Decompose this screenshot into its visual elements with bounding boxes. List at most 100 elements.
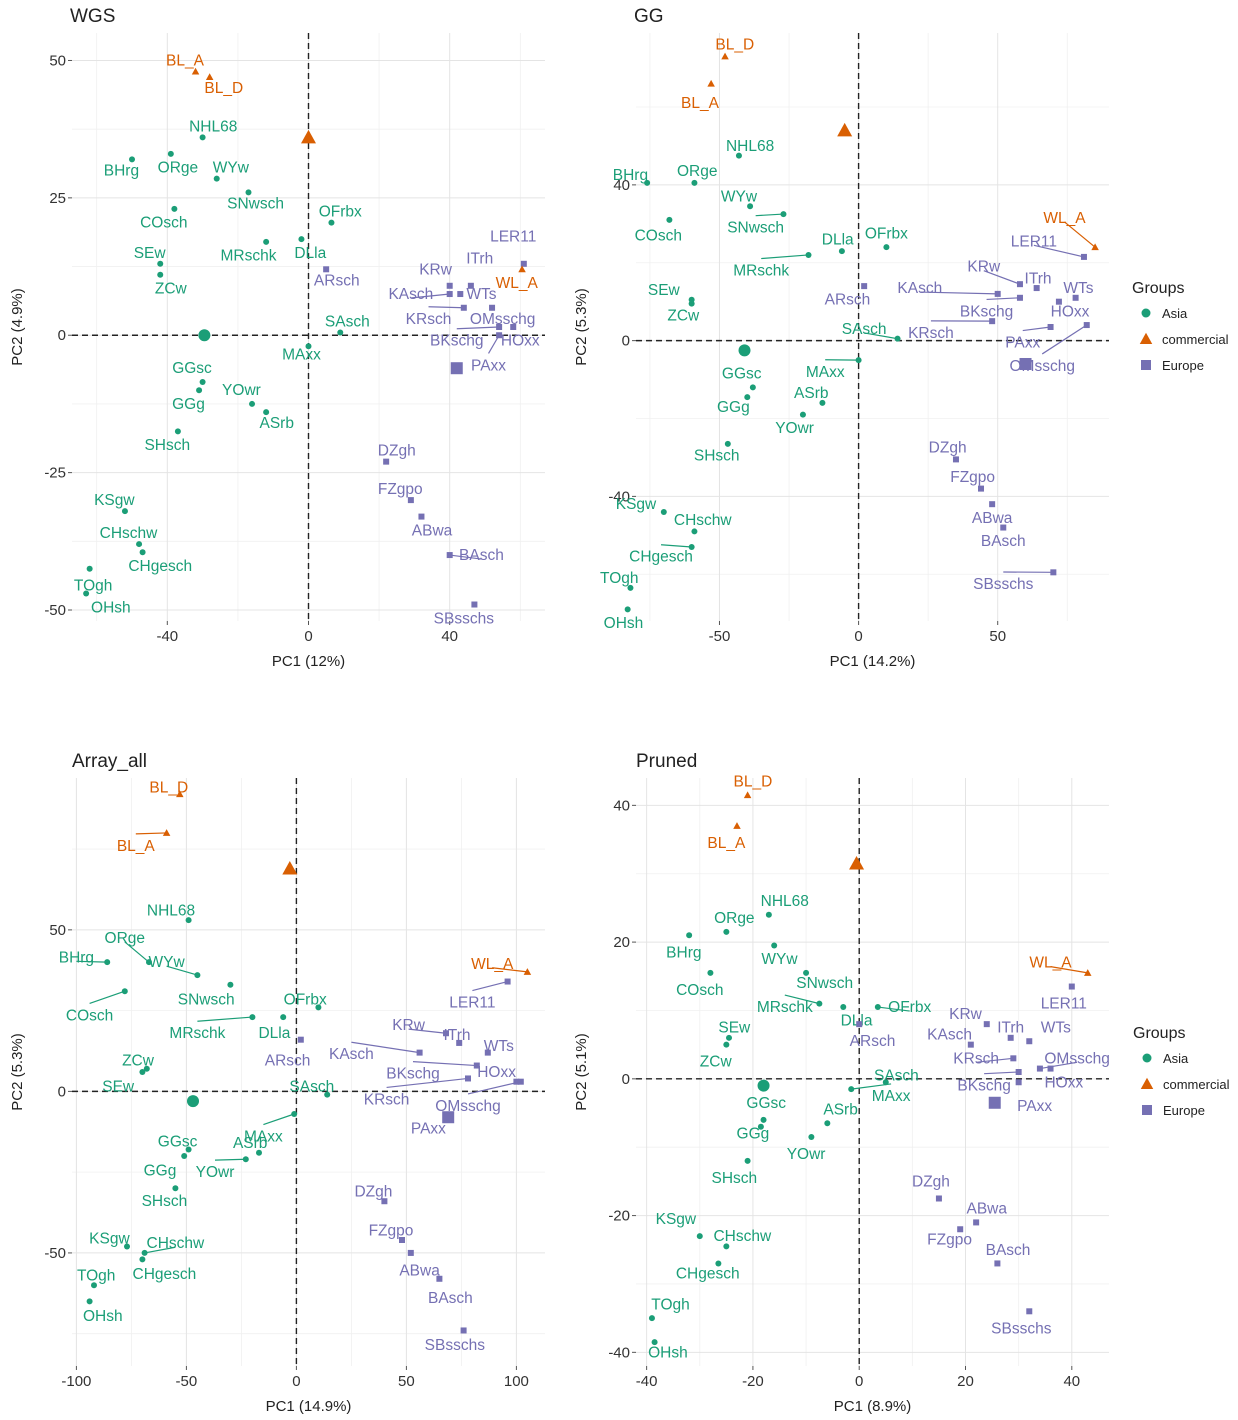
point-label: LER11 [1041,996,1087,1013]
point-label: HOxx [1051,303,1090,320]
leader-line [1064,221,1096,248]
data-point [744,394,751,401]
data-point [523,968,532,975]
data-point [407,497,414,504]
y-tick-label: -25 [44,465,66,482]
panel-gg: -50 0 50 -40 0 40 GG PC1 (14.2%) PC2 (5.3%) BL_D B… [573,6,1109,670]
point-label: OFrbx [284,991,327,1008]
point-label: BL_A [707,835,746,852]
leader-line [1050,966,1088,974]
point-label: ABwa [412,522,453,539]
point-label: LER11 [1011,233,1057,250]
data-point [245,189,252,196]
x-axis-title: PC1 (14.2%) [830,653,916,670]
data-point [1026,1308,1033,1315]
point-label: SAsch [289,1079,334,1096]
point-label: LER11 [490,228,536,245]
data-point [1080,253,1087,260]
leader-line [135,832,167,835]
point-label: FZgpo [369,1222,414,1239]
point-label: GGg [172,396,205,413]
data-point [176,790,184,798]
point-label: MRschk [221,248,277,265]
point-label: FZgpo [927,1232,972,1249]
legend-key-europe [1142,1105,1152,1115]
data-point [757,1123,764,1130]
data-point [805,251,812,258]
point-label: FZgpo [950,469,995,486]
data-point [443,1030,449,1037]
point-label: KSgw [89,1230,130,1247]
leader-line [124,941,150,963]
point-label: TOgh [651,1296,690,1313]
point-label: ARsch [825,292,871,309]
legend-key-commercial [1139,332,1153,344]
data-point [1016,281,1023,288]
y-tick-label: 50 [49,52,66,69]
data-point [1068,983,1075,990]
data-point [747,203,754,210]
data-point [460,304,467,311]
data-point [263,238,270,245]
point-label: DLla [294,245,326,262]
point-label: COsch [676,982,723,999]
data-point [143,1065,150,1072]
data-point [691,179,698,186]
data-point [1050,569,1057,576]
point-label: ZCw [122,1053,155,1070]
point-label: BHrg [666,944,701,961]
data-point [518,265,526,273]
point-label: KRw [392,1017,426,1034]
leader-line [467,1081,521,1095]
data-point [104,959,111,966]
data-point [1047,1065,1054,1072]
data-point [291,1111,298,1117]
data-point [141,1249,148,1256]
point-label: YOwr [196,1164,235,1181]
point-label: WL_A [1029,955,1072,972]
point-label: SEw [102,1079,135,1096]
point-label: TOgh [74,577,113,594]
leader-line [410,293,450,299]
point-label: BKschg [386,1066,439,1083]
point-label: DZgh [354,1184,392,1201]
x-tick-label: 40 [441,628,458,645]
point-label: WTs [484,1038,514,1055]
y-axis-title: PC2 (5.3%) [573,288,590,366]
point-label: BL_A [117,838,156,855]
point-label: BL_D [149,780,188,797]
data-point [1083,322,1090,329]
data-point [185,1146,192,1153]
y-tick-label: 50 [49,922,66,939]
leader-line [456,326,500,330]
point-label: OHsh [83,1308,123,1325]
point-label: BHrg [613,167,648,184]
point-label: ARsch [850,1033,896,1050]
data-point [471,601,478,608]
data-point [315,1004,322,1011]
point-label: OFrbx [888,999,931,1016]
y-tick-label: 0 [58,327,66,344]
leader-line [919,291,998,295]
panel-title: Array_all [72,751,147,772]
y-tick-label: -40 [608,488,630,505]
data-point [418,513,425,520]
point-label: MRschk [733,263,789,280]
point-label: COsch [635,227,682,244]
leader-line [1039,1061,1078,1070]
data-point [724,440,731,447]
group-centroid [738,344,751,357]
point-label: ITrh [997,1020,1024,1037]
x-tick-label: -40 [156,628,178,645]
data-point [399,1237,405,1243]
data-point [513,1078,520,1085]
data-point [496,324,503,330]
point-label: COsch [66,1007,113,1024]
data-point [416,1049,423,1056]
point-label: PAxx [1005,335,1040,352]
point-label: ARsch [314,272,360,289]
leader-line [197,1016,253,1022]
point-label: GGg [737,1126,770,1143]
point-label: MAxx [282,346,321,363]
y-tick-label: 0 [622,1071,630,1088]
